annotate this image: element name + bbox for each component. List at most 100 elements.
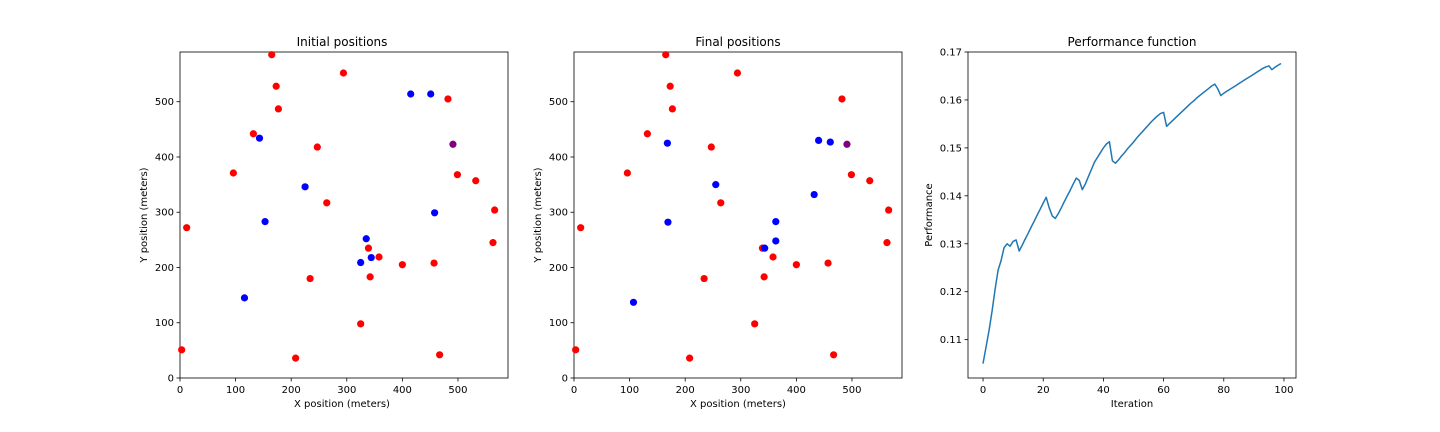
red-point — [830, 351, 838, 359]
red-point — [623, 169, 631, 177]
red-point — [666, 82, 674, 90]
x-tick-label: 0 — [980, 385, 986, 396]
red-point — [824, 259, 832, 267]
blue-point — [357, 258, 365, 267]
red-point — [491, 206, 499, 214]
purple-point — [449, 140, 457, 148]
chart-title: Initial positions — [297, 35, 388, 49]
x-axis-label: X position (meters) — [690, 399, 786, 410]
x-tick-label: 500 — [448, 385, 467, 396]
red-point — [662, 51, 670, 59]
y-tick-label: 300 — [549, 208, 568, 219]
red-point — [885, 206, 893, 214]
red-point — [572, 346, 580, 354]
y-tick-label: 200 — [155, 263, 174, 274]
x-tick-label: 200 — [282, 385, 301, 396]
blue-point — [261, 218, 269, 226]
red-point — [733, 69, 742, 77]
red-point — [178, 346, 186, 354]
chart-title: Performance function — [1068, 35, 1197, 49]
red-point — [357, 320, 365, 328]
initial-positions-chart: Initial positions X position (meters) Y … — [139, 35, 509, 410]
x-tick-label: 100 — [620, 385, 639, 396]
x-tick-label: 0 — [177, 385, 183, 396]
x-tick-label: 100 — [226, 385, 245, 396]
y-tick-label: 0 — [562, 374, 568, 385]
y-axis-label: Y position (meters) — [533, 167, 544, 263]
blue-point — [255, 134, 264, 142]
plot-frame — [967, 51, 1297, 379]
x-tick-label: 0 — [571, 385, 577, 396]
blue-point — [810, 190, 818, 199]
red-point — [249, 130, 257, 138]
x-tick-label: 200 — [676, 385, 695, 396]
blue-point — [407, 90, 415, 98]
y-tick-label: 200 — [549, 263, 568, 274]
red-point — [883, 239, 891, 247]
performance-line — [982, 62, 1282, 364]
blue-point — [629, 298, 638, 306]
red-point — [436, 351, 444, 359]
red-point — [643, 130, 651, 138]
blue-point — [362, 235, 370, 243]
red-point — [272, 82, 280, 90]
final-positions-chart: Final positions X position (meters) Y po… — [533, 35, 903, 410]
red-point — [444, 95, 452, 103]
red-point — [366, 273, 374, 281]
red-point — [323, 199, 331, 207]
x-tick-label: 300 — [731, 385, 750, 396]
y-tick-label: 0.17 — [940, 48, 962, 59]
red-point — [453, 171, 462, 179]
red-point — [430, 259, 438, 267]
red-point — [183, 224, 191, 232]
y-tick-label: 500 — [549, 97, 568, 108]
blue-point — [815, 136, 823, 145]
blue-point — [761, 244, 769, 252]
y-tick-label: 400 — [155, 152, 174, 163]
red-point — [375, 253, 383, 261]
red-point — [313, 143, 321, 151]
blue-point — [664, 218, 672, 226]
red-point — [760, 273, 768, 281]
blue-point — [772, 218, 780, 226]
plot-frame — [179, 51, 509, 379]
red-point — [751, 320, 759, 328]
x-tick-label: 20 — [1037, 385, 1050, 396]
y-tick-label: 100 — [155, 318, 174, 329]
x-tick-label: 500 — [842, 385, 861, 396]
y-axis-label: Performance — [924, 183, 935, 246]
blue-point — [427, 90, 435, 98]
red-point — [769, 253, 777, 261]
blue-point — [772, 237, 780, 245]
x-tick-label: 40 — [1097, 385, 1110, 396]
x-axis-label: Iteration — [1111, 399, 1153, 410]
red-point — [700, 274, 708, 283]
y-tick-label: 300 — [155, 208, 174, 219]
red-point — [668, 105, 677, 113]
y-tick-label: 400 — [549, 152, 568, 163]
y-tick-label: 0.11 — [940, 335, 962, 346]
y-tick-label: 500 — [155, 97, 174, 108]
blue-point — [367, 253, 375, 262]
red-point — [364, 244, 373, 252]
y-tick-label: 0.14 — [940, 191, 962, 202]
blue-point — [240, 294, 249, 302]
y-tick-label: 0.12 — [940, 287, 962, 298]
purple-point — [843, 140, 851, 148]
x-tick-label: 60 — [1157, 385, 1170, 396]
y-axis-label: Y position (meters) — [139, 167, 150, 263]
red-point — [472, 177, 480, 185]
red-point — [866, 177, 874, 185]
red-point — [229, 169, 237, 177]
x-tick-label: 300 — [337, 385, 356, 396]
performance-function-chart: Performance function Iteration Performan… — [924, 35, 1297, 410]
red-point — [792, 261, 800, 269]
red-point — [707, 143, 715, 151]
blue-point — [712, 181, 720, 189]
red-point — [717, 199, 725, 207]
blue-point — [431, 209, 439, 217]
x-tick-label: 400 — [393, 385, 412, 396]
x-axis-label: X position (meters) — [294, 399, 390, 410]
y-tick-label: 0 — [168, 374, 174, 385]
